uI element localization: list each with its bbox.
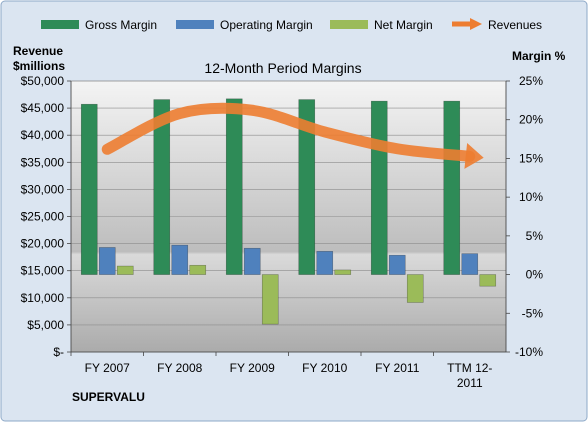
legend: Gross Margin Operating Margin Net Margin… [41, 18, 542, 32]
bar-operating-margin [388, 254, 406, 275]
right-axis-tick-label: 15% [519, 151, 543, 165]
bar-gross-margin [80, 103, 98, 275]
left-axis-tick-label: $- [53, 345, 64, 359]
left-axis-tick-label: $30,000 [21, 182, 65, 196]
legend-arrowhead-revenues [470, 18, 482, 30]
legend-swatch-net [330, 20, 368, 29]
x-axis-tick-label: TTM 12- [447, 361, 492, 375]
right-axis-tick-label: 10% [519, 190, 543, 204]
bar-gross-margin [153, 99, 171, 275]
legend-swatch-gross [41, 20, 79, 29]
left-axis-tick-label: $40,000 [21, 128, 65, 142]
left-axis-tick-label: $45,000 [21, 101, 65, 115]
bar-net-margin [406, 274, 424, 303]
left-axis-tick-label: $10,000 [21, 291, 65, 305]
x-axis-tick-label: FY 2010 [302, 361, 347, 375]
left-axis-tick-label: $15,000 [21, 264, 65, 278]
chart-title: 12-Month Period Margins [204, 60, 361, 76]
left-axis-tick-label: $50,000 [21, 74, 65, 88]
bar-gross-margin [443, 100, 461, 275]
bars [80, 98, 497, 325]
bar-operating-margin [171, 244, 189, 275]
right-axis-tick-label: 0% [526, 268, 544, 282]
bar-net-margin [261, 274, 279, 325]
right-axis-tick-label: 5% [526, 229, 544, 243]
bar-net-margin [189, 264, 207, 275]
x-axis-tick-label: FY 2008 [157, 361, 202, 375]
legend-label-net: Net Margin [374, 18, 433, 32]
bar-operating-margin [316, 251, 334, 275]
revenue-line-path [101, 102, 476, 162]
right-axis-tick-label: -5% [522, 306, 544, 320]
legend-label-operating: Operating Margin [220, 18, 313, 32]
bar-net-margin [116, 265, 134, 275]
company-label: SUPERVALU [72, 390, 145, 404]
left-axis-tick-label: $5,000 [27, 318, 64, 332]
left-axis-label-line2: $millions [13, 59, 65, 73]
left-axis-label-line1: Revenue [13, 44, 63, 58]
legend-label-gross: Gross Margin [85, 18, 157, 32]
left-axis-tick-label: $35,000 [21, 155, 65, 169]
bar-gross-margin [370, 100, 388, 275]
right-axis-label: Margin % [512, 49, 566, 63]
right-axis-tick-label: 20% [519, 113, 543, 127]
bar-net-margin [334, 269, 352, 275]
right-axis-tick-label: -10% [515, 345, 543, 359]
right-axis-tick-label: 25% [519, 74, 543, 88]
revenue-line-arrowhead [464, 142, 484, 169]
legend-swatch-operating [176, 20, 214, 29]
x-axis-tick-label: FY 2009 [230, 361, 275, 375]
revenue-line [101, 102, 484, 169]
axes: $- $5,000 $10,000 $15,000 $20,000 $25,000 $30,… [21, 74, 544, 390]
grid-lines [71, 80, 506, 353]
bar-operating-margin [461, 253, 479, 275]
bar-operating-margin [243, 247, 261, 275]
x-axis-tick-label: 2011 [457, 376, 483, 390]
x-axis-tick-label: FY 2011 [375, 361, 420, 375]
bar-operating-margin [98, 247, 116, 275]
x-axis-tick-label: FY 2007 [85, 361, 130, 375]
left-axis-tick-label: $20,000 [21, 237, 65, 251]
legend-label-revenues: Revenues [488, 18, 542, 32]
bar-net-margin [479, 274, 497, 287]
bar-gross-margin [225, 98, 243, 275]
bar-gross-margin [298, 99, 316, 275]
left-axis-tick-label: $25,000 [21, 210, 65, 224]
